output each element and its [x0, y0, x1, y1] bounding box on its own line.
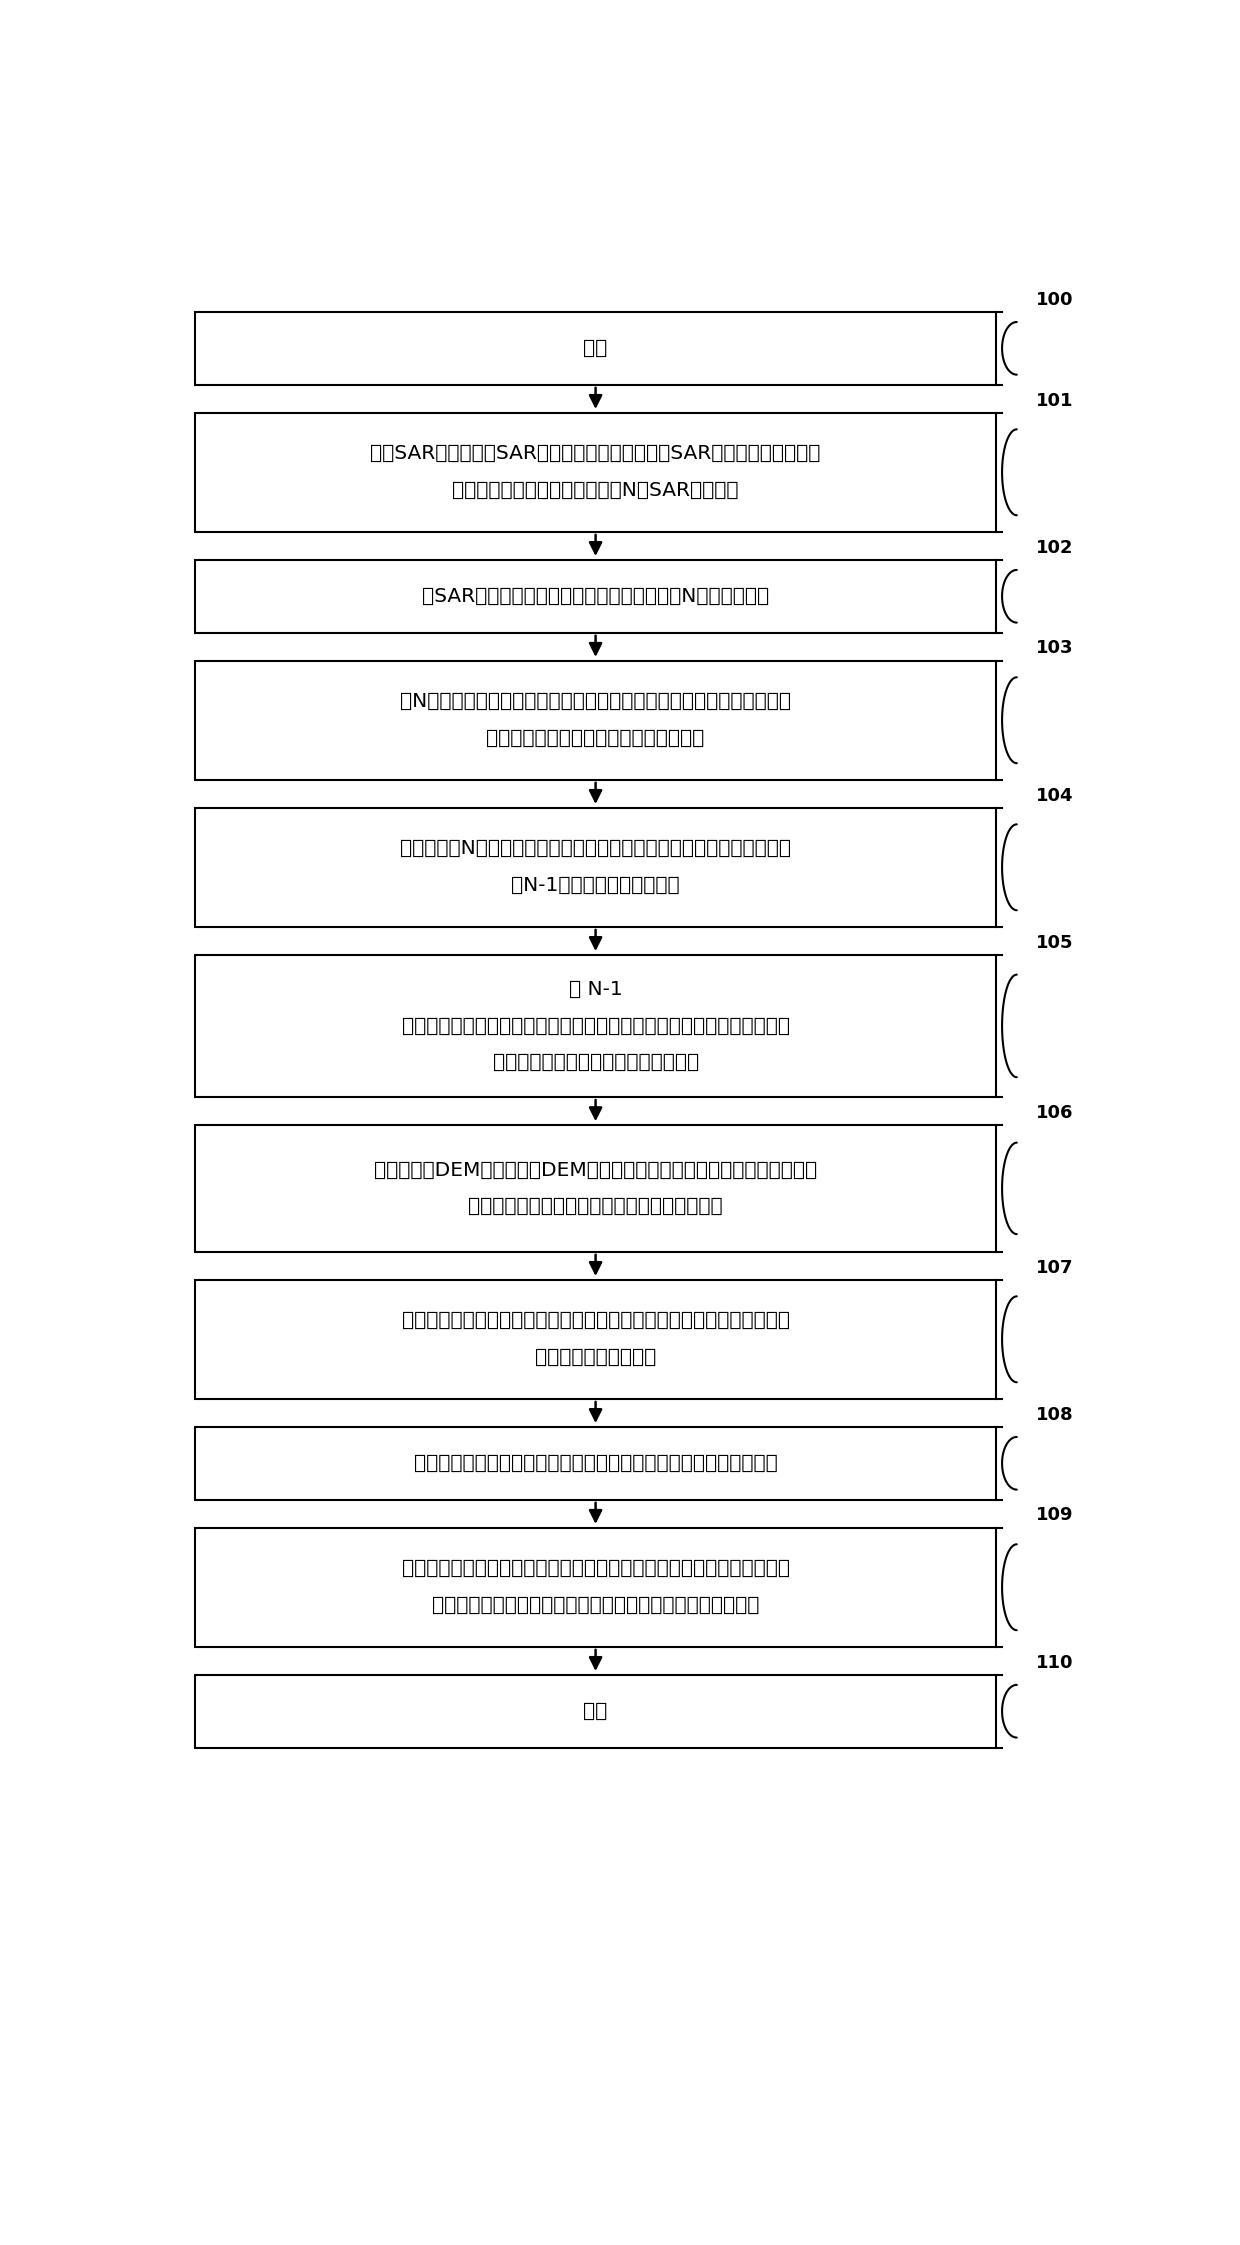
Text: 接收预设的DEM数据，通过DEM数据去除干涉图中的平地相位以及高程相位: 接收预设的DEM数据，通过DEM数据去除干涉图中的平地相位以及高程相位: [374, 1161, 817, 1179]
Text: 在N景单视复数据中，按照时间顺序在中间的若干幅单视复数据中，选取: 在N景单视复数据中，按照时间顺序在中间的若干幅单视复数据中，选取: [401, 691, 791, 712]
Text: 101: 101: [1037, 391, 1074, 409]
Text: 通过干涉点目标分析法移除目标干涉点集中干涉点受大气相位的影响: 通过干涉点目标分析法移除目标干涉点集中干涉点受大气相位的影响: [414, 1455, 777, 1473]
Bar: [196, 1675, 996, 1749]
Bar: [196, 954, 996, 1098]
Text: 算，得到目标干涉点集: 算，得到目标干涉点集: [534, 1349, 656, 1367]
Text: ，然后提取相位主值分量，得到干涉图: ，然后提取相位主值分量，得到干涉图: [492, 1053, 698, 1073]
Bar: [196, 808, 996, 927]
Bar: [196, 1527, 996, 1648]
Text: 107: 107: [1037, 1259, 1074, 1277]
Text: 对目标区域进行雷达探测，得到N景SAR影像数据: 对目标区域进行雷达探测，得到N景SAR影像数据: [453, 480, 739, 501]
Text: 接收SAR影像数据，SAR影像数据包括目标区域的SAR影像数据，星载雷达: 接收SAR影像数据，SAR影像数据包括目标区域的SAR影像数据，星载雷达: [371, 445, 821, 462]
Text: 结束: 结束: [584, 1702, 608, 1720]
Text: 109: 109: [1037, 1506, 1074, 1524]
Bar: [196, 1428, 996, 1500]
Text: ，经过相位补偿后得到初步处理后的干涉图数据: ，经过相位补偿后得到初步处理后的干涉图数据: [469, 1197, 723, 1217]
Bar: [196, 413, 996, 532]
Text: 108: 108: [1037, 1405, 1074, 1423]
Text: 对SAR影像数据进行预处理，得到目标区域的N景单视复数据: 对SAR影像数据进行预处理，得到目标区域的N景单视复数据: [422, 586, 769, 606]
Text: 104: 104: [1037, 786, 1074, 804]
Bar: [196, 660, 996, 779]
Text: 100: 100: [1037, 290, 1074, 308]
Text: 景配准后的单视复数据，取相邻两幅配准后的单视复数据做复数共轭相乘: 景配准后的单视复数据，取相邻两幅配准后的单视复数据做复数共轭相乘: [402, 1017, 790, 1035]
Text: 102: 102: [1037, 539, 1074, 557]
Bar: [196, 312, 996, 384]
Text: 采用压缩感知法对移除大气影响后的目标干涉点集进行危岩体高程向的散: 采用压缩感知法对移除大气影响后的目标干涉点集进行危岩体高程向的散: [402, 1560, 790, 1578]
Text: 射体信息分离，从而形成危岩体高程向剖面的三维重建模型。: 射体信息分离，从而形成危岩体高程向剖面的三维重建模型。: [432, 1596, 759, 1614]
Text: 105: 105: [1037, 934, 1074, 952]
Bar: [196, 559, 996, 633]
Text: 110: 110: [1037, 1655, 1074, 1673]
Text: 相干性最好的单视复数据影像作为主影像: 相干性最好的单视复数据影像作为主影像: [486, 730, 704, 748]
Text: 对 N-1: 对 N-1: [569, 979, 622, 999]
Text: 取干涉图数据中的干涉点形成干涉点点集，对干涉点点集进行二次差分运: 取干涉图数据中的干涉点形成干涉点点集，对干涉点点集进行二次差分运: [402, 1311, 790, 1331]
Text: 开始: 开始: [584, 339, 608, 357]
Text: 到N-1景配准后的单视复数据: 到N-1景配准后的单视复数据: [511, 876, 680, 896]
Text: 106: 106: [1037, 1105, 1074, 1122]
Text: 将主影像与N景单视复数据中主影像之外的其他单视复数据进行配准，得: 将主影像与N景单视复数据中主影像之外的其他单视复数据进行配准，得: [401, 840, 791, 858]
Bar: [196, 1125, 996, 1253]
Text: 103: 103: [1037, 640, 1074, 658]
Bar: [196, 1280, 996, 1399]
